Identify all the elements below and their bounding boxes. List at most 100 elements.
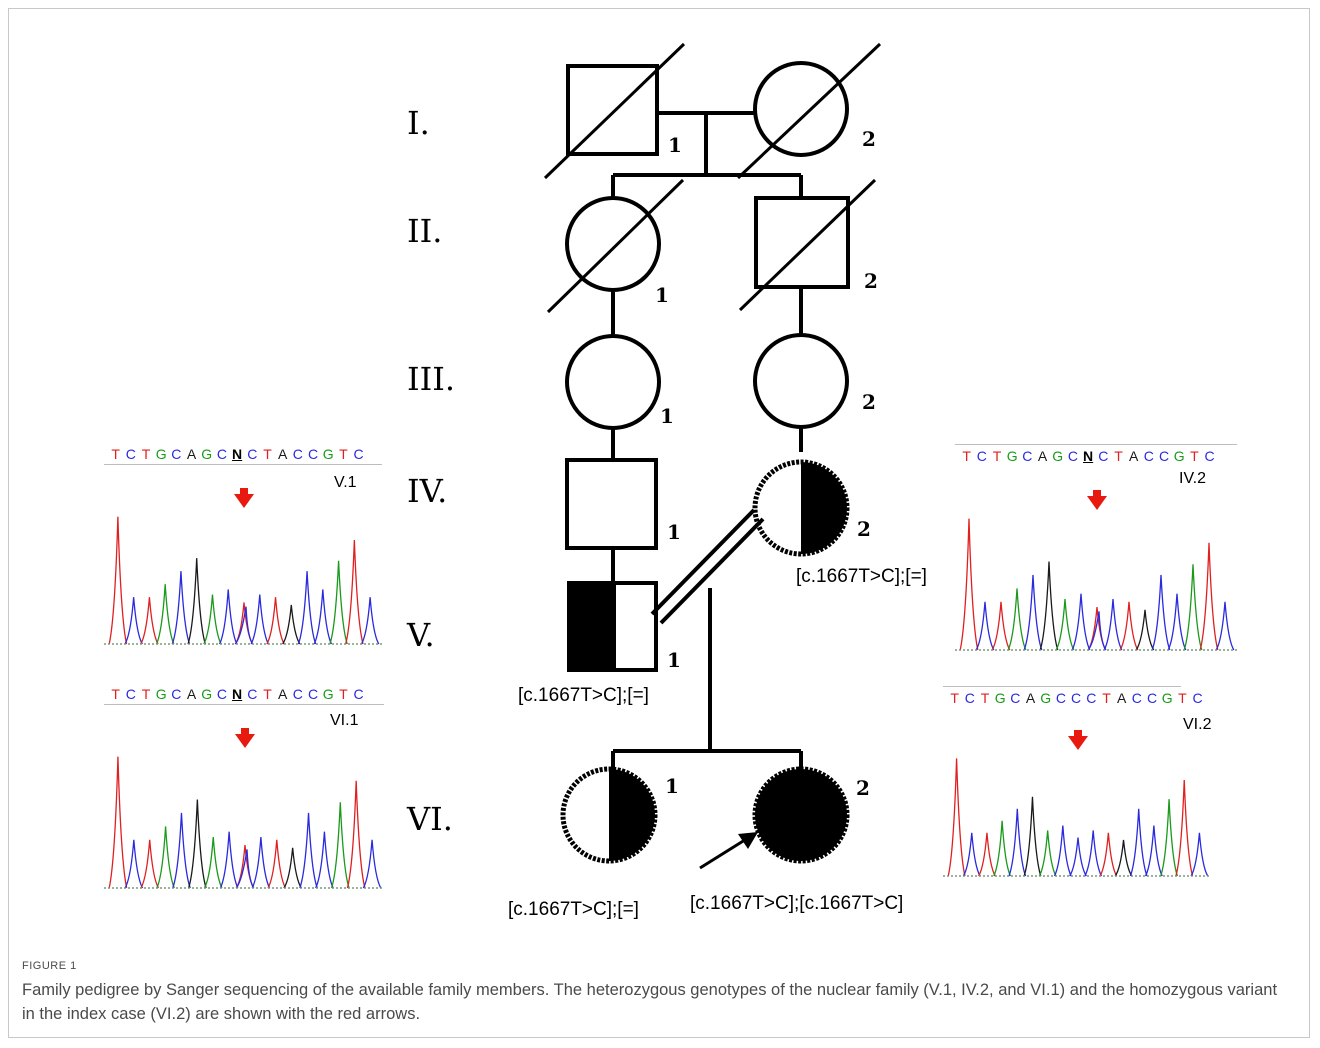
number-IV1: 1 bbox=[667, 520, 681, 544]
generation-label-VI: VI. bbox=[407, 800, 453, 838]
sequence-divider bbox=[104, 704, 384, 705]
trace-peak bbox=[203, 594, 222, 645]
trace-peak bbox=[297, 571, 317, 645]
trace-peak bbox=[993, 820, 1012, 877]
individual-IV2 bbox=[752, 459, 850, 557]
genotype-IV2: [c.1667T>C];[=] bbox=[796, 566, 927, 587]
trace-peak bbox=[1055, 599, 1075, 651]
base-letter: G bbox=[155, 686, 167, 702]
trace-peak-secondary bbox=[235, 849, 255, 889]
generation-label-IV: IV. bbox=[407, 472, 448, 510]
base-letter: C bbox=[964, 690, 975, 706]
trace-peak bbox=[187, 558, 206, 645]
individual-I2 bbox=[753, 61, 849, 157]
individual-III1 bbox=[565, 334, 661, 430]
sample-label: VI.1 bbox=[330, 712, 359, 729]
base-letter: T bbox=[992, 448, 1002, 464]
base-letter: T bbox=[141, 446, 151, 462]
base-letter: T bbox=[962, 448, 971, 464]
base-letter: T bbox=[263, 686, 272, 702]
base-letter: G bbox=[322, 686, 334, 702]
trace-peak-secondary bbox=[234, 606, 254, 645]
base-letter: T bbox=[1102, 690, 1111, 706]
sample-label: VI.2 bbox=[1183, 716, 1212, 733]
caption-text: Family pedigree by Sanger sequencing of … bbox=[22, 981, 1278, 1023]
base-letter: G bbox=[1040, 690, 1052, 706]
trace-peak bbox=[266, 597, 285, 645]
trace-peak bbox=[1151, 574, 1171, 651]
base-letter: T bbox=[339, 446, 348, 462]
individual-II2 bbox=[754, 196, 850, 289]
trace-peak bbox=[219, 831, 239, 889]
number-IV2: 2 bbox=[857, 517, 871, 541]
base-letter: C bbox=[1143, 448, 1154, 464]
trace-peak bbox=[1007, 588, 1027, 651]
deceased-slash-II1 bbox=[546, 178, 685, 314]
trace-peak bbox=[1023, 574, 1043, 651]
trace-peak bbox=[140, 839, 160, 889]
base-letter: A bbox=[277, 446, 288, 462]
trace-peak bbox=[1199, 542, 1219, 651]
trace-peak bbox=[975, 601, 995, 651]
deceased-slash-I1 bbox=[543, 42, 686, 180]
proband-arrow bbox=[699, 832, 758, 870]
number-V1: 1 bbox=[667, 648, 681, 672]
base-letter: C bbox=[216, 686, 227, 702]
base-letter: C bbox=[353, 446, 364, 462]
generation-label-II: II. bbox=[407, 212, 443, 250]
base-letter: G bbox=[322, 446, 334, 462]
trace-peak bbox=[1084, 830, 1103, 877]
base-letter: A bbox=[1025, 690, 1036, 706]
trace-peak bbox=[947, 758, 966, 877]
base-letter: G bbox=[994, 690, 1006, 706]
variant-arrow bbox=[1068, 730, 1088, 750]
consanguineous-line-b bbox=[659, 517, 765, 625]
trace-peak bbox=[959, 518, 979, 651]
base-letter: C bbox=[1071, 690, 1082, 706]
trace-peak bbox=[218, 589, 238, 645]
trace-peak bbox=[172, 812, 191, 889]
trace-peak bbox=[1023, 796, 1042, 877]
deceased-slash-I2 bbox=[736, 42, 882, 180]
generation-label-III: III. bbox=[407, 360, 456, 398]
generation-label-I: I. bbox=[407, 104, 430, 142]
individual-III2 bbox=[753, 333, 849, 429]
trace-peak bbox=[171, 571, 191, 645]
base-letter: N bbox=[232, 686, 243, 702]
base-letter: A bbox=[186, 446, 197, 462]
trace-peak bbox=[1215, 601, 1235, 651]
figure-caption: FIGURE 1 Family pedigree by Sanger seque… bbox=[22, 960, 1292, 1026]
sample-label: V.1 bbox=[334, 474, 357, 491]
trace-peak bbox=[108, 756, 128, 889]
caption-label: FIGURE 1 bbox=[22, 960, 77, 972]
base-letter: C bbox=[247, 686, 258, 702]
base-letter: T bbox=[111, 686, 120, 702]
base-letter: N bbox=[232, 446, 243, 462]
variant-arrow bbox=[235, 728, 255, 748]
trace-peak bbox=[1069, 837, 1087, 877]
trace-peak bbox=[203, 837, 223, 889]
base-letter: C bbox=[292, 686, 303, 702]
VI1-carrier-half bbox=[609, 769, 655, 861]
base-letter: C bbox=[171, 686, 182, 702]
trace-peak bbox=[1119, 601, 1139, 651]
individual-VI1 bbox=[560, 766, 658, 864]
trace-peak bbox=[108, 516, 128, 645]
trace-svg bbox=[955, 490, 1237, 651]
base-letter: C bbox=[125, 686, 136, 702]
genotype-V1: [c.1667T>C];[=] bbox=[518, 685, 649, 706]
base-letter: C bbox=[171, 446, 182, 462]
individual-IV1 bbox=[565, 458, 658, 550]
base-letter: C bbox=[976, 448, 987, 464]
individual-I1 bbox=[566, 64, 659, 156]
base-letter: T bbox=[141, 686, 151, 702]
trace-peak bbox=[360, 597, 380, 645]
trace-peak bbox=[1099, 832, 1118, 877]
trace-peak bbox=[124, 597, 143, 645]
trace-peak bbox=[1053, 825, 1072, 877]
